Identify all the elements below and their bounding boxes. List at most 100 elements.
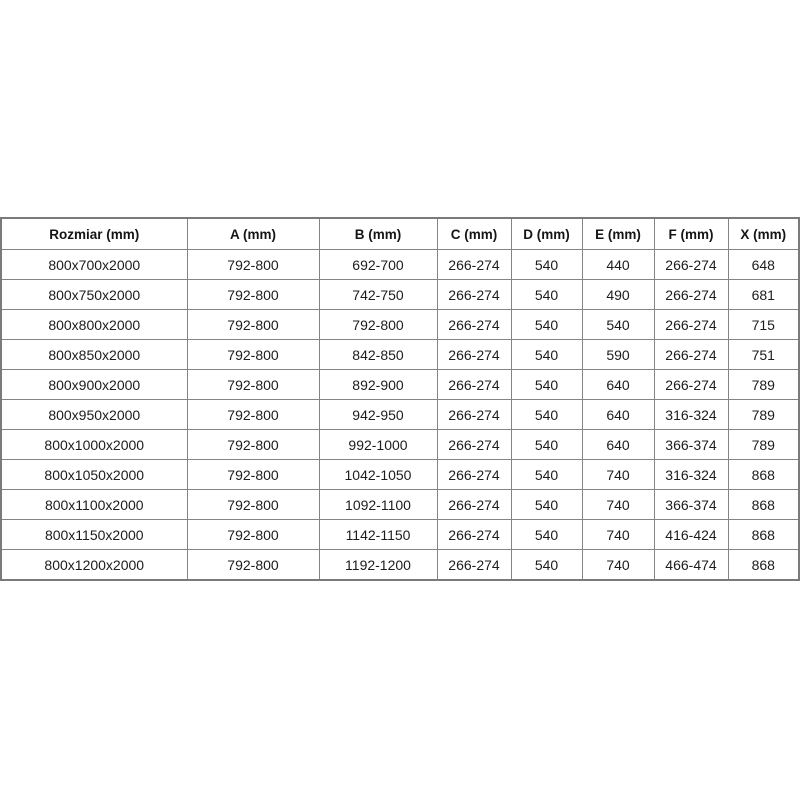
table-cell: 490 bbox=[581, 279, 655, 310]
table-cell: 266-274 bbox=[436, 399, 512, 430]
table-cell: 792-800 bbox=[186, 489, 320, 520]
table-cell: 266-274 bbox=[436, 309, 512, 340]
column-header-d: D (mm) bbox=[510, 217, 583, 250]
table-cell: 740 bbox=[581, 489, 655, 520]
table-cell: 266-274 bbox=[436, 459, 512, 490]
table-row: 800x750x2000 792-800 742-750 266-274 540 490 2… bbox=[0, 279, 800, 310]
table-cell: 740 bbox=[581, 459, 655, 490]
table-cell: 800x700x2000 bbox=[0, 249, 188, 280]
table-cell: 842-850 bbox=[318, 339, 438, 370]
table-cell: 590 bbox=[581, 339, 655, 370]
table-row: 800x800x2000 792-800 792-800 266-274 540 540 2… bbox=[0, 309, 800, 340]
table-cell: 366-374 bbox=[653, 429, 729, 460]
table-cell: 540 bbox=[510, 549, 583, 581]
table-cell: 740 bbox=[581, 519, 655, 550]
table-cell: 540 bbox=[510, 369, 583, 400]
table-cell: 266-274 bbox=[653, 249, 729, 280]
table-cell: 800x850x2000 bbox=[0, 339, 188, 370]
table-cell: 868 bbox=[727, 519, 800, 550]
table-cell: 792-800 bbox=[186, 429, 320, 460]
table-cell: 540 bbox=[510, 429, 583, 460]
table-cell: 800x950x2000 bbox=[0, 399, 188, 430]
column-header-e: E (mm) bbox=[581, 217, 655, 250]
table-cell: 800x1200x2000 bbox=[0, 549, 188, 581]
table-cell: 800x1150x2000 bbox=[0, 519, 188, 550]
table-cell: 792-800 bbox=[186, 279, 320, 310]
table-cell: 466-474 bbox=[653, 549, 729, 581]
table-body: 800x700x2000 792-800 692-700 266-274 540 440 2… bbox=[0, 249, 800, 581]
table-cell: 692-700 bbox=[318, 249, 438, 280]
table-row: 800x1000x2000 792-800 992-1000 266-274 540 64… bbox=[0, 429, 800, 460]
table-cell: 266-274 bbox=[436, 249, 512, 280]
table-cell: 266-274 bbox=[653, 309, 729, 340]
column-header-rozmiar: Rozmiar (mm) bbox=[0, 217, 188, 250]
table-cell: 868 bbox=[727, 459, 800, 490]
column-header-b: B (mm) bbox=[318, 217, 438, 250]
table-cell: 942-950 bbox=[318, 399, 438, 430]
table-header-row: Rozmiar (mm) A (mm) B (mm) C (mm) D (mm)… bbox=[0, 217, 800, 250]
table-cell: 1192-1200 bbox=[318, 549, 438, 581]
table-cell: 540 bbox=[510, 459, 583, 490]
table-cell: 366-374 bbox=[653, 489, 729, 520]
table-cell: 789 bbox=[727, 369, 800, 400]
table-cell: 1092-1100 bbox=[318, 489, 438, 520]
column-header-a: A (mm) bbox=[186, 217, 320, 250]
table-cell: 740 bbox=[581, 549, 655, 581]
table-cell: 789 bbox=[727, 399, 800, 430]
table-cell: 792-800 bbox=[186, 399, 320, 430]
table-cell: 540 bbox=[581, 309, 655, 340]
table-cell: 800x750x2000 bbox=[0, 279, 188, 310]
table-cell: 792-800 bbox=[186, 549, 320, 581]
column-header-f: F (mm) bbox=[653, 217, 729, 250]
table-cell: 440 bbox=[581, 249, 655, 280]
size-spec-table: Rozmiar (mm) A (mm) B (mm) C (mm) D (mm)… bbox=[0, 217, 800, 581]
table-cell: 640 bbox=[581, 399, 655, 430]
table-cell: 992-1000 bbox=[318, 429, 438, 460]
table-cell: 266-274 bbox=[436, 339, 512, 370]
table-cell: 266-274 bbox=[653, 339, 729, 370]
table-cell: 681 bbox=[727, 279, 800, 310]
table-cell: 792-800 bbox=[318, 309, 438, 340]
table-cell: 715 bbox=[727, 309, 800, 340]
table-row: 800x850x2000 792-800 842-850 266-274 540 590 2… bbox=[0, 339, 800, 370]
table-cell: 792-800 bbox=[186, 519, 320, 550]
size-spec-table-container: Rozmiar (mm) A (mm) B (mm) C (mm) D (mm)… bbox=[0, 217, 800, 581]
table-cell: 540 bbox=[510, 249, 583, 280]
table-row: 800x900x2000 792-800 892-900 266-274 540 640 2… bbox=[0, 369, 800, 400]
table-cell: 800x1000x2000 bbox=[0, 429, 188, 460]
table-cell: 266-274 bbox=[436, 519, 512, 550]
table-cell: 800x800x2000 bbox=[0, 309, 188, 340]
table-cell: 540 bbox=[510, 309, 583, 340]
column-header-x: X (mm) bbox=[727, 217, 800, 250]
table-row: 800x1100x2000 792-800 1092-1100 266-274 540 7… bbox=[0, 489, 800, 520]
table-cell: 868 bbox=[727, 549, 800, 581]
table-cell: 316-324 bbox=[653, 399, 729, 430]
table-cell: 416-424 bbox=[653, 519, 729, 550]
column-header-c: C (mm) bbox=[436, 217, 512, 250]
table-cell: 266-274 bbox=[436, 429, 512, 460]
table-cell: 540 bbox=[510, 519, 583, 550]
table-row: 800x950x2000 792-800 942-950 266-274 540 640 3… bbox=[0, 399, 800, 430]
table-cell: 266-274 bbox=[436, 279, 512, 310]
table-cell: 640 bbox=[581, 429, 655, 460]
table-cell: 1042-1050 bbox=[318, 459, 438, 490]
table-cell: 266-274 bbox=[436, 549, 512, 581]
table-cell: 266-274 bbox=[436, 369, 512, 400]
table-cell: 800x1100x2000 bbox=[0, 489, 188, 520]
table-cell: 751 bbox=[727, 339, 800, 370]
table-cell: 789 bbox=[727, 429, 800, 460]
table-row: 800x1050x2000 792-800 1042-1050 266-274 540 7… bbox=[0, 459, 800, 490]
table-cell: 792-800 bbox=[186, 459, 320, 490]
table-row: 800x700x2000 792-800 692-700 266-274 540 440 2… bbox=[0, 249, 800, 280]
table-cell: 792-800 bbox=[186, 369, 320, 400]
table-cell: 540 bbox=[510, 279, 583, 310]
table-cell: 540 bbox=[510, 399, 583, 430]
table-cell: 792-800 bbox=[186, 309, 320, 340]
table-cell: 540 bbox=[510, 339, 583, 370]
table-cell: 868 bbox=[727, 489, 800, 520]
table-cell: 316-324 bbox=[653, 459, 729, 490]
table-cell: 892-900 bbox=[318, 369, 438, 400]
table-cell: 742-750 bbox=[318, 279, 438, 310]
table-cell: 640 bbox=[581, 369, 655, 400]
